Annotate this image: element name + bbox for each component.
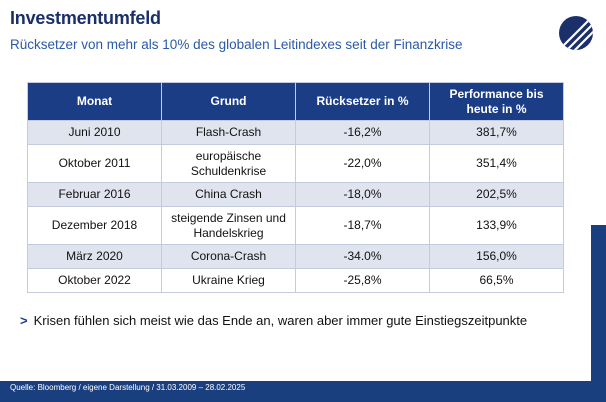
cell-month: Oktober 2011 — [27, 144, 162, 183]
conclusion-text: Krisen fühlen sich meist wie das Ende an… — [33, 313, 528, 328]
cell-drawdown: -18,7% — [295, 206, 430, 245]
cell-drawdown: -22,0% — [295, 144, 430, 183]
page-subtitle: Rücksetzer von mehr als 10% des globalen… — [10, 37, 463, 52]
source-note: Quelle: Bloomberg / eigene Darstellung /… — [10, 383, 246, 392]
cell-reason: Flash-Crash — [161, 120, 296, 145]
cell-reason: Ukraine Krieg — [161, 268, 296, 293]
cell-performance: 133,9% — [429, 206, 564, 245]
cell-reason-text: europäische Schuldenkrise — [190, 148, 267, 178]
table-row: Februar 2016 China Crash -18,0% 202,5% — [27, 182, 564, 207]
cell-reason: China Crash — [161, 182, 296, 207]
cell-month: Februar 2016 — [27, 182, 162, 207]
column-header-month: Monat — [27, 82, 162, 121]
crisis-table: Monat Grund Rücksetzer in % Performance … — [27, 82, 564, 293]
diagonal-stripes-logo-icon — [559, 16, 593, 50]
cell-month: Juni 2010 — [27, 120, 162, 145]
table-row: März 2020 Corona-Crash -34.0% 156,0% — [27, 244, 564, 269]
page-title: Investmentumfeld — [10, 8, 161, 28]
cell-drawdown: -16,2% — [295, 120, 430, 145]
chevron-right-icon: > — [20, 313, 28, 328]
column-header-drawdown: Rücksetzer in % — [295, 82, 430, 121]
cell-performance: 66,5% — [429, 268, 564, 293]
cell-reason: europäische Schuldenkrise — [161, 144, 296, 183]
cell-reason: steigende Zinsen und Handelskrieg — [161, 206, 296, 245]
table-header-row: Monat Grund Rücksetzer in % Performance … — [27, 82, 564, 121]
cell-drawdown: -18,0% — [295, 182, 430, 207]
cell-month: Dezember 2018 — [27, 206, 162, 245]
table-row: Oktober 2022 Ukraine Krieg -25,8% 66,5% — [27, 268, 564, 293]
cell-reason: Corona-Crash — [161, 244, 296, 269]
table-row: Oktober 2011 europäische Schuldenkrise -… — [27, 144, 564, 183]
cell-performance: 351,4% — [429, 144, 564, 183]
cell-month: März 2020 — [27, 244, 162, 269]
cell-performance: 202,5% — [429, 182, 564, 207]
cell-drawdown: -25,8% — [295, 268, 430, 293]
table-row: Juni 2010 Flash-Crash -16,2% 381,7% — [27, 120, 564, 145]
cell-performance: 381,7% — [429, 120, 564, 145]
column-header-performance: Performance bis heute in % — [429, 82, 564, 121]
cell-performance: 156,0% — [429, 244, 564, 269]
column-header-reason: Grund — [161, 82, 296, 121]
conclusion-statement: > Krisen fühlen sich meist wie das Ende a… — [20, 313, 527, 328]
cell-month: Oktober 2022 — [27, 268, 162, 293]
cell-drawdown: -34.0% — [295, 244, 430, 269]
table-row: Dezember 2018 steigende Zinsen und Hande… — [27, 206, 564, 245]
